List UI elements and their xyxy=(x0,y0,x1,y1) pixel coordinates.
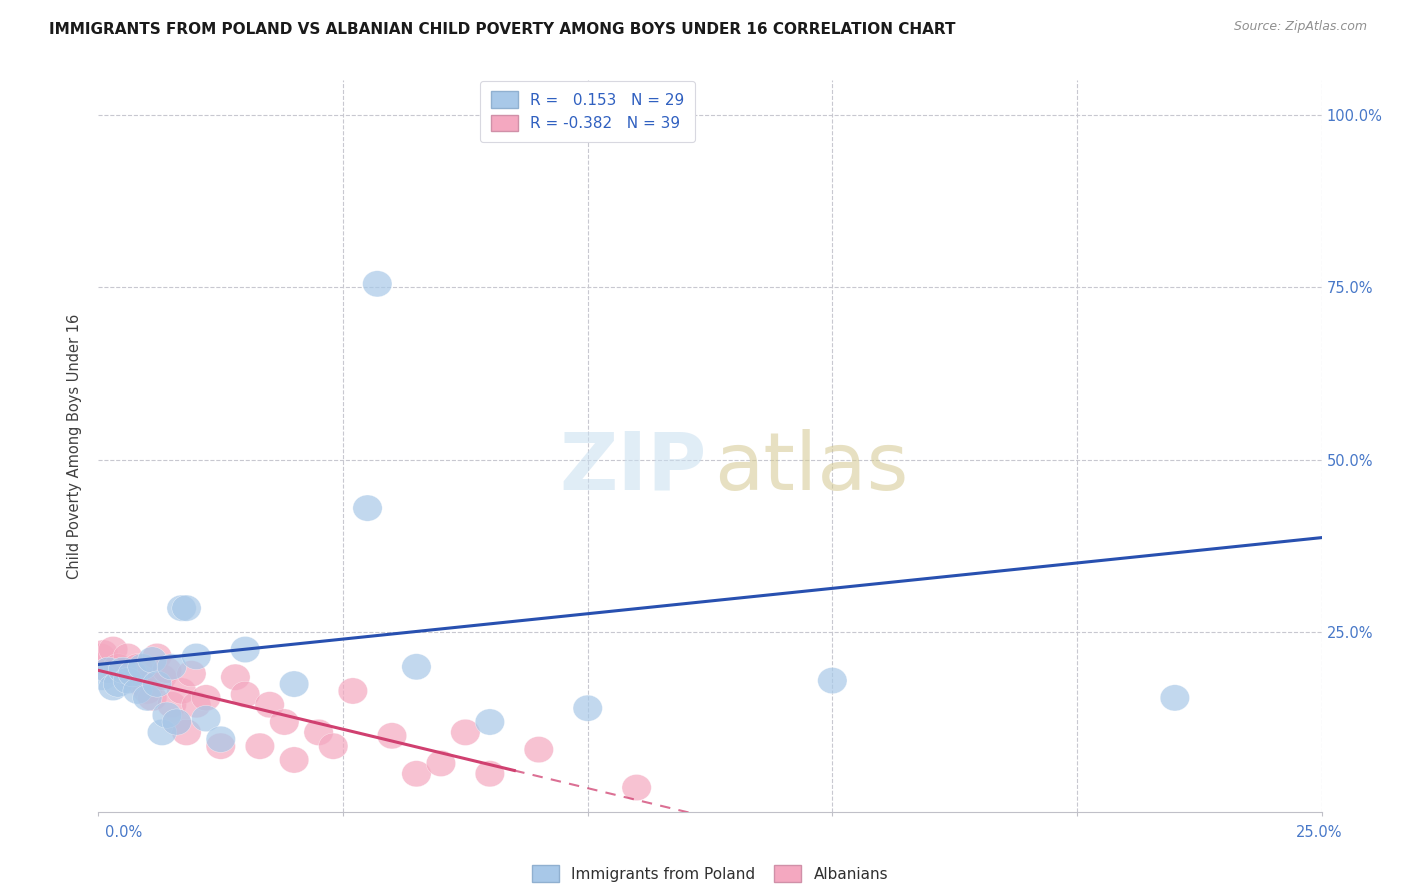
Text: ZIP: ZIP xyxy=(560,429,706,507)
Ellipse shape xyxy=(122,678,152,704)
Ellipse shape xyxy=(221,664,250,690)
Ellipse shape xyxy=(98,637,128,663)
Ellipse shape xyxy=(142,671,172,698)
Ellipse shape xyxy=(162,709,191,735)
Ellipse shape xyxy=(108,657,138,683)
Ellipse shape xyxy=(118,661,148,687)
Ellipse shape xyxy=(475,709,505,735)
Ellipse shape xyxy=(304,719,333,746)
Ellipse shape xyxy=(118,664,148,690)
Ellipse shape xyxy=(142,643,172,670)
Y-axis label: Child Poverty Among Boys Under 16: Child Poverty Among Boys Under 16 xyxy=(67,313,83,579)
Ellipse shape xyxy=(402,654,432,680)
Ellipse shape xyxy=(377,723,406,749)
Ellipse shape xyxy=(534,102,564,128)
Ellipse shape xyxy=(138,685,167,711)
Ellipse shape xyxy=(818,667,846,694)
Ellipse shape xyxy=(89,640,118,666)
Ellipse shape xyxy=(172,719,201,746)
Ellipse shape xyxy=(138,647,167,673)
Text: atlas: atlas xyxy=(714,429,908,507)
Text: Source: ZipAtlas.com: Source: ZipAtlas.com xyxy=(1233,20,1367,33)
Ellipse shape xyxy=(1160,685,1189,711)
Ellipse shape xyxy=(621,774,651,801)
Ellipse shape xyxy=(270,709,299,735)
Ellipse shape xyxy=(254,691,284,718)
Ellipse shape xyxy=(94,657,122,683)
Ellipse shape xyxy=(207,726,235,752)
Ellipse shape xyxy=(177,661,207,687)
Ellipse shape xyxy=(162,709,191,735)
Ellipse shape xyxy=(103,671,132,698)
Ellipse shape xyxy=(86,643,115,670)
Ellipse shape xyxy=(152,702,181,728)
Ellipse shape xyxy=(231,681,260,707)
Text: 25.0%: 25.0% xyxy=(1296,825,1343,840)
Ellipse shape xyxy=(475,761,505,787)
Ellipse shape xyxy=(167,678,197,704)
Ellipse shape xyxy=(181,643,211,670)
Ellipse shape xyxy=(181,691,211,718)
Ellipse shape xyxy=(574,695,602,722)
Ellipse shape xyxy=(167,595,197,621)
Ellipse shape xyxy=(280,747,309,773)
Ellipse shape xyxy=(280,671,309,698)
Ellipse shape xyxy=(319,733,347,759)
Ellipse shape xyxy=(128,654,157,680)
Ellipse shape xyxy=(98,674,128,700)
Ellipse shape xyxy=(191,706,221,731)
Ellipse shape xyxy=(353,495,382,521)
Ellipse shape xyxy=(402,761,432,787)
Ellipse shape xyxy=(152,657,181,683)
Ellipse shape xyxy=(132,685,162,711)
Ellipse shape xyxy=(524,737,554,763)
Ellipse shape xyxy=(128,671,157,698)
Text: 0.0%: 0.0% xyxy=(105,825,142,840)
Ellipse shape xyxy=(157,691,187,718)
Ellipse shape xyxy=(103,654,132,680)
Ellipse shape xyxy=(122,654,152,680)
Ellipse shape xyxy=(112,667,142,694)
Ellipse shape xyxy=(339,678,367,704)
Ellipse shape xyxy=(132,678,162,704)
Ellipse shape xyxy=(87,664,117,690)
Ellipse shape xyxy=(157,654,187,680)
Text: IMMIGRANTS FROM POLAND VS ALBANIAN CHILD POVERTY AMONG BOYS UNDER 16 CORRELATION: IMMIGRANTS FROM POLAND VS ALBANIAN CHILD… xyxy=(49,22,956,37)
Ellipse shape xyxy=(426,750,456,777)
Ellipse shape xyxy=(451,719,479,746)
Ellipse shape xyxy=(231,637,260,663)
Ellipse shape xyxy=(148,719,177,746)
Ellipse shape xyxy=(148,664,177,690)
Ellipse shape xyxy=(245,733,274,759)
Ellipse shape xyxy=(112,643,142,670)
Legend: Immigrants from Poland, Albanians: Immigrants from Poland, Albanians xyxy=(526,859,894,888)
Ellipse shape xyxy=(108,657,138,683)
Ellipse shape xyxy=(207,733,235,759)
Ellipse shape xyxy=(94,657,122,683)
Ellipse shape xyxy=(363,271,392,297)
Ellipse shape xyxy=(172,595,201,621)
Ellipse shape xyxy=(191,685,221,711)
